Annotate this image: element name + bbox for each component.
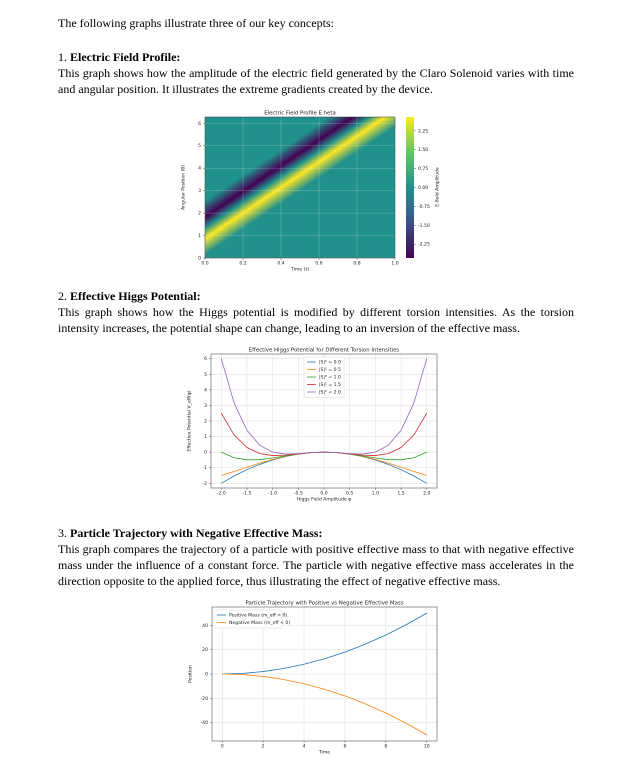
colorbar-tick-label: 1.50 bbox=[418, 147, 428, 153]
x-axis-label: Higgs Field Amplitude φ bbox=[297, 497, 352, 503]
heading: Particle Trajectory with Negative Effect… bbox=[70, 526, 323, 540]
x-tick-label: 6 bbox=[343, 744, 346, 750]
paragraph: This graph compares the trajectory of a … bbox=[58, 542, 574, 588]
x-tick-label: 4 bbox=[303, 744, 306, 750]
colorbar-tick-label: 0.75 bbox=[418, 166, 428, 172]
legend-label: |S|² = 1.5 bbox=[319, 382, 341, 388]
y-tick-label: 20 bbox=[202, 647, 208, 653]
y-tick-label: 6 bbox=[204, 356, 207, 362]
x-tick-label: 1.0 bbox=[391, 261, 398, 267]
chart-title: Particle Trajectory with Positive vs Neg… bbox=[245, 601, 403, 607]
legend-label: |S|² = 2.0 bbox=[319, 390, 341, 396]
x-tick-label: 2.0 bbox=[423, 491, 430, 497]
x-tick-label: 2 bbox=[262, 744, 265, 750]
y-tick-label: 4 bbox=[204, 387, 207, 393]
y-tick-label: 2 bbox=[198, 211, 201, 217]
y-tick-label: 4 bbox=[198, 166, 201, 172]
y-tick-label: 0 bbox=[205, 672, 208, 678]
colorbar bbox=[406, 117, 414, 258]
colorbar-tick-label: -1.50 bbox=[418, 223, 430, 229]
section-heading: 1. Electric Field Profile: bbox=[58, 49, 574, 65]
x-tick-label: 0.8 bbox=[353, 261, 360, 267]
x-tick-label: 0.4 bbox=[277, 261, 284, 267]
legend-label: |S|² = 0.0 bbox=[319, 360, 341, 366]
intro: The following graphs illustrate three of… bbox=[58, 16, 334, 30]
plot-frame bbox=[204, 116, 396, 259]
y-tick-label: -2 bbox=[202, 481, 207, 487]
x-tick-label: 0.0 bbox=[201, 261, 208, 267]
x-tick-label: -1.0 bbox=[268, 491, 277, 497]
x-tick-label: 0.6 bbox=[315, 261, 322, 267]
heading: Electric Field Profile: bbox=[70, 50, 181, 64]
x-tick-label: 0 bbox=[221, 744, 224, 750]
x-tick-label: 0.5 bbox=[346, 491, 353, 497]
legend-label: Negative Mass (m_eff < 0) bbox=[229, 620, 290, 626]
x-tick-label: -1.5 bbox=[242, 491, 251, 497]
colorbar-tick-label: 0.00 bbox=[418, 185, 428, 191]
colorbar-tick-label: -2.25 bbox=[418, 242, 430, 248]
section-number: 3. bbox=[58, 526, 67, 540]
line bbox=[222, 673, 427, 736]
legend-label: |S|² = 0.5 bbox=[319, 367, 341, 373]
y-tick-label: 40 bbox=[202, 623, 208, 629]
section-number: 2. bbox=[58, 289, 67, 303]
colorbar-tick-label: -0.75 bbox=[418, 204, 430, 210]
chart-title: Effective Higgs Potential for Different … bbox=[249, 348, 400, 354]
section-heading: 2. Effective Higgs Potential: bbox=[58, 288, 574, 304]
y-axis-label: Effective Potential V_eff(φ) bbox=[187, 390, 193, 451]
y-axis-label: Position bbox=[188, 665, 194, 683]
y-tick-label: 2 bbox=[204, 419, 207, 425]
legend-box bbox=[303, 356, 345, 398]
y-tick-label: -40 bbox=[200, 720, 208, 726]
paragraph: This graph shows how the amplitude of th… bbox=[58, 66, 574, 96]
x-axis-label: Time (t) bbox=[290, 267, 309, 273]
x-tick-label: -2.0 bbox=[217, 491, 226, 497]
paragraph: This graph shows how the Higgs potential… bbox=[58, 305, 574, 335]
x-tick-label: 0.2 bbox=[239, 261, 246, 267]
x-tick-label: 10 bbox=[424, 744, 430, 750]
legend-box bbox=[213, 609, 283, 629]
y-tick-label: -1 bbox=[202, 465, 207, 471]
y-axis-label: Angular Position (θ) bbox=[181, 165, 187, 210]
line bbox=[222, 612, 427, 675]
y-tick-label: 3 bbox=[198, 188, 201, 194]
y-tick-label: 0 bbox=[204, 450, 207, 456]
x-tick-label: 1.0 bbox=[372, 491, 379, 497]
plot-frame bbox=[211, 606, 438, 742]
y-tick-label: 6 bbox=[198, 121, 201, 127]
legend-label: Positive Mass (m_eff > 0) bbox=[229, 613, 287, 619]
x-tick-label: 0.0 bbox=[320, 491, 327, 497]
y-tick-label: 1 bbox=[198, 233, 201, 239]
legend-label: |S|² = 1.0 bbox=[319, 375, 341, 381]
chart-title: Electric Field Profile E heta bbox=[264, 111, 336, 117]
x-axis-label: Time bbox=[318, 750, 330, 756]
line bbox=[220, 358, 428, 455]
plot-frame bbox=[210, 353, 438, 489]
y-tick-label: 1 bbox=[204, 434, 207, 440]
y-tick-label: -20 bbox=[200, 696, 208, 702]
heatmap bbox=[205, 117, 395, 258]
y-tick-label: 5 bbox=[198, 143, 201, 149]
colorbar-tick-label: 2.25 bbox=[418, 128, 428, 134]
x-tick-label: 8 bbox=[384, 744, 387, 750]
y-tick-label: 3 bbox=[204, 403, 207, 409]
x-tick-label: 1.5 bbox=[397, 491, 404, 497]
section-heading: 3. Particle Trajectory with Negative Eff… bbox=[58, 525, 574, 541]
y-tick-label: 5 bbox=[204, 372, 207, 378]
x-tick-label: -0.5 bbox=[294, 491, 303, 497]
colorbar-label: E-field Amplitude bbox=[435, 167, 441, 207]
heading: Effective Higgs Potential: bbox=[70, 289, 201, 303]
section-number: 1. bbox=[58, 50, 67, 64]
y-tick-label: 0 bbox=[198, 256, 201, 262]
